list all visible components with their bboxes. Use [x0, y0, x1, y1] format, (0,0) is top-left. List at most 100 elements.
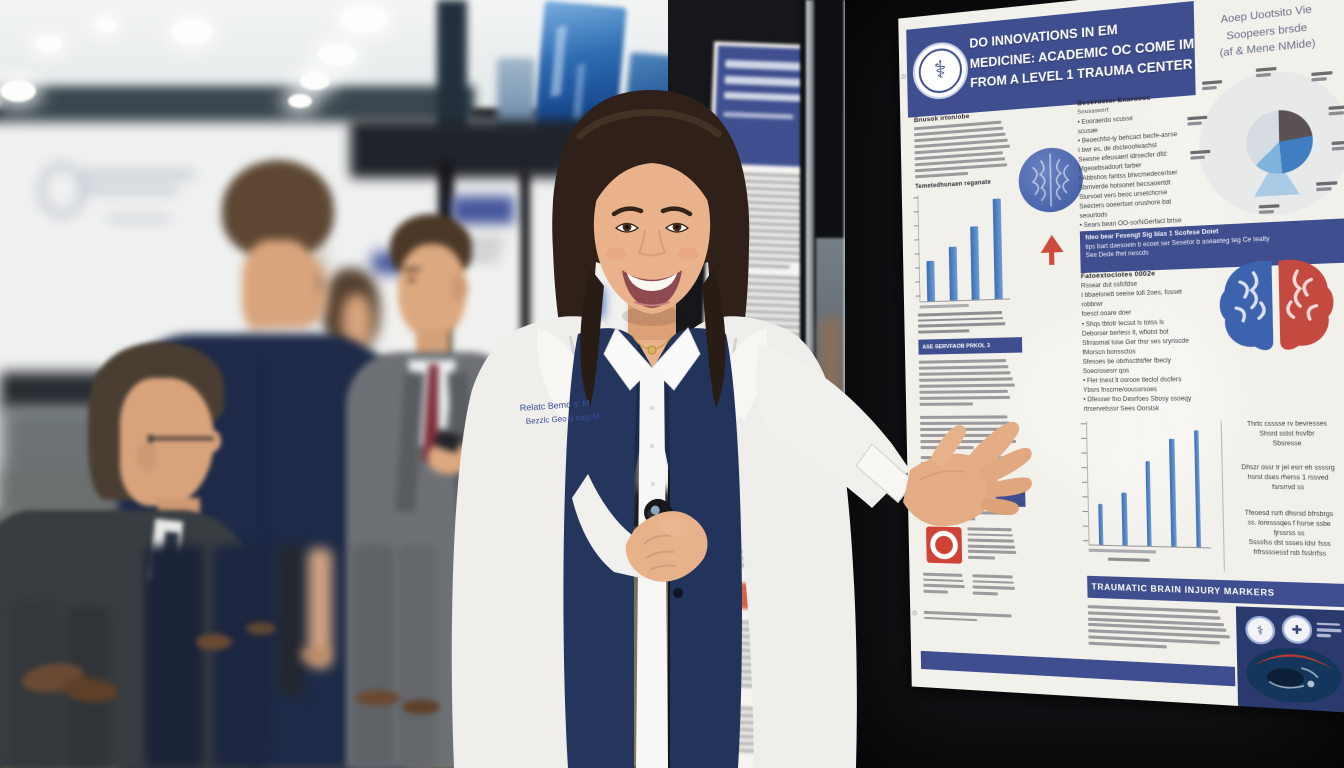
leg — [352, 545, 394, 768]
finger-1 — [967, 421, 1020, 472]
chart2-caption — [1107, 557, 1184, 566]
affiliation-block: Aoep Uootsito Vie Soopeers brsde (af & M… — [1200, 0, 1335, 64]
side-paragraph: Thrtc csssse rv bevresses Shsrd sstst hsv… — [1230, 420, 1344, 450]
hair-highlight — [576, 109, 722, 140]
right-hand-palm — [903, 453, 999, 527]
neck — [242, 240, 316, 340]
teeth — [627, 273, 677, 291]
text-line — [1316, 634, 1332, 638]
ceiling-light — [95, 18, 117, 32]
side-paragraph: Dhszr ossr tr jel esrr eh ssssrg hsrst ds… — [1231, 464, 1344, 495]
right-brow — [660, 206, 693, 217]
ceiling-light — [318, 44, 356, 66]
bullet-line: hsrst dses rherss 1 rssved — [1247, 474, 1329, 482]
left-cheek — [605, 248, 627, 260]
ceiling-light — [300, 72, 330, 90]
necklace-pendant — [647, 345, 657, 355]
tbi-markers-banner: TRAUMATIC BRAIN INJURY MARKERS — [1087, 575, 1344, 608]
shirt-button — [650, 481, 656, 487]
bullet-line: Sbsresse — [1272, 441, 1302, 448]
hair-lock-right — [702, 268, 726, 408]
pie-label — [1190, 149, 1211, 161]
ceiling-light — [36, 36, 62, 52]
nose — [637, 229, 667, 257]
shirt-button — [649, 443, 655, 449]
panel-seal-icon: ✚ — [1281, 614, 1313, 645]
sleeve-cuff — [854, 442, 916, 504]
ear — [450, 274, 468, 302]
text-line — [1316, 628, 1342, 632]
text-line — [1316, 622, 1341, 627]
finger-4 — [981, 498, 1019, 516]
bullet-line: Thrtc csssse rv bevresses — [1246, 421, 1328, 429]
text-lines: Rssear dut ssfcfdse I bbaelsnett seeise t… — [1081, 277, 1218, 320]
left-thumb — [658, 518, 690, 536]
brown-shoe — [402, 700, 440, 714]
leg — [213, 545, 267, 768]
nose — [204, 430, 221, 452]
left-pupil — [625, 225, 629, 229]
screen-text-blur — [82, 170, 194, 179]
brown-shoe — [246, 622, 276, 635]
bullet-line: Shsrd sstst hsvfbr — [1259, 431, 1315, 438]
ceiling-light — [0, 80, 36, 102]
pie-label — [1331, 140, 1344, 152]
pie-label — [1258, 204, 1280, 215]
ear — [136, 442, 158, 472]
ceiling-column — [437, 0, 467, 132]
hair-lock-left — [580, 268, 604, 408]
chart-bar — [1121, 493, 1128, 546]
red-arrow-icon — [1040, 234, 1064, 253]
logo-panel: ⚕ ✚ — [1235, 606, 1344, 713]
pie-label — [1316, 181, 1338, 193]
screen-text-blur — [108, 216, 170, 222]
tbi-bullet-text — [1087, 605, 1230, 654]
chin-shadow — [622, 306, 682, 326]
coat-embroidery-line1: Relatc Bemo s' M — [519, 398, 590, 413]
clicker-lens — [650, 505, 660, 515]
ceiling-light — [288, 94, 312, 108]
screen-text-blur — [82, 186, 178, 194]
eye — [408, 278, 415, 282]
ceiling-light — [340, 6, 388, 32]
brow — [404, 268, 420, 271]
brown-shoe — [356, 690, 400, 706]
glasses-temple — [148, 435, 152, 446]
chart-bar — [1098, 503, 1104, 545]
brown-shoe — [196, 634, 232, 650]
finger-3 — [986, 477, 1033, 497]
lower-lip — [633, 301, 671, 307]
pie-label — [1202, 80, 1223, 92]
panel-seal-icon: ⚕ — [1245, 615, 1276, 645]
bullet-line: fsrsrrvd ss — [1272, 484, 1305, 492]
bar-chart-2 — [1085, 420, 1212, 549]
panel-text — [1316, 622, 1343, 641]
glasses — [150, 437, 214, 440]
leg — [278, 545, 304, 695]
face-profile — [120, 378, 214, 506]
hair-front-part — [592, 146, 712, 208]
suit-button — [673, 588, 683, 598]
chart2-xlabels — [1088, 548, 1211, 558]
palm-line — [919, 470, 965, 481]
finger-creases — [643, 534, 677, 571]
shirt-button — [649, 405, 655, 411]
leg — [398, 545, 436, 768]
pie-label — [1311, 71, 1333, 83]
pie-label — [1187, 115, 1208, 128]
pie-label — [1255, 66, 1277, 79]
thumb — [930, 425, 966, 467]
pie-label — [1328, 105, 1344, 117]
text-line — [1107, 557, 1151, 562]
ceiling-light — [172, 20, 212, 44]
bullet-line: rtrservetsssr Sees Oorstsk — [1083, 405, 1160, 413]
text-line — [1088, 548, 1156, 553]
chart-bar — [1169, 438, 1177, 547]
right-pupil — [675, 225, 679, 229]
chart-bar — [1193, 430, 1202, 548]
brain-scan-image — [1245, 645, 1342, 706]
heel-shoe — [300, 648, 330, 662]
chart-bar — [1145, 460, 1152, 546]
side-paragraph: Tfeoesd rsrh dhsrsd bfrsbrgs ss. loresssq… — [1232, 509, 1344, 561]
